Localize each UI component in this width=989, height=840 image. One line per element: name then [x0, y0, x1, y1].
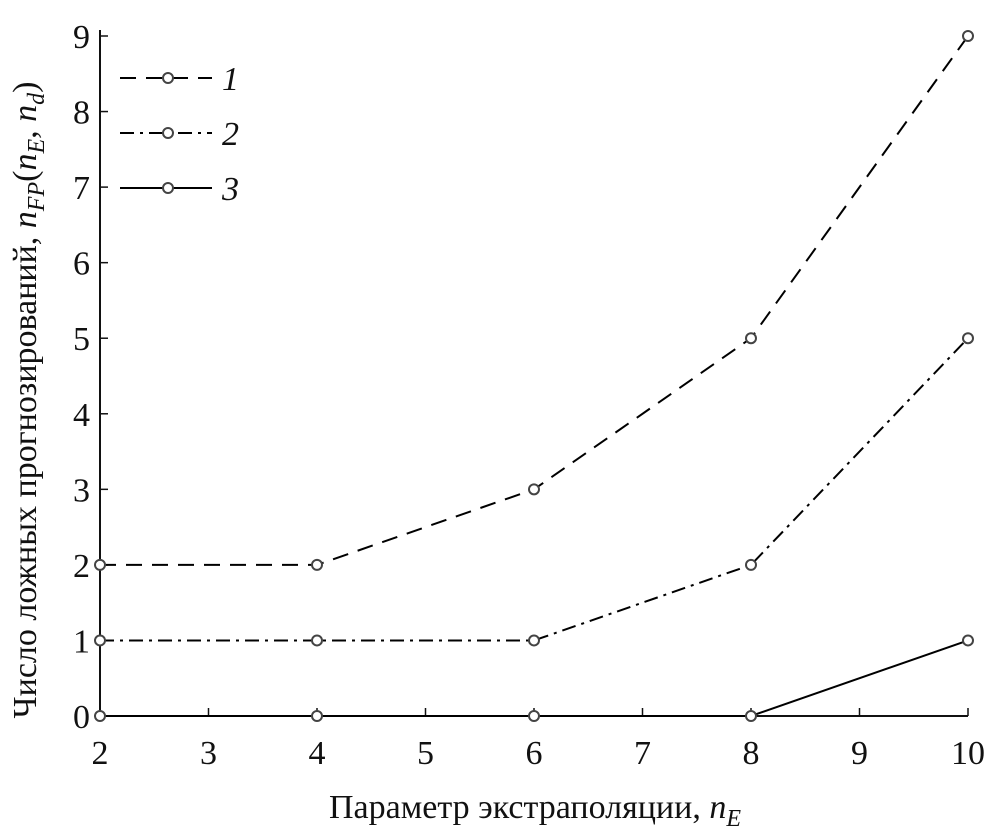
- x-label-text: Параметр экстраполяции,: [329, 789, 709, 826]
- y-axis-label: Число ложных прогнозирований, nFP(nE, nd…: [7, 82, 50, 719]
- point-marker: [528, 710, 540, 722]
- y-tick-label: 1: [73, 623, 90, 660]
- y-tick-label: 6: [73, 246, 90, 283]
- y-label-sub: FP: [24, 182, 50, 213]
- y-label-sub: d: [24, 92, 50, 105]
- point-marker: [745, 558, 757, 571]
- y-label-sep: ,: [7, 122, 44, 139]
- y-tick-label: 5: [73, 321, 90, 358]
- y-tick-label: 4: [73, 397, 90, 434]
- x-tick-label: 10: [951, 735, 985, 772]
- y-tick-label: 8: [73, 95, 90, 132]
- legend-label: 2: [222, 116, 239, 153]
- point-marker: [311, 634, 323, 647]
- point-marker: [94, 634, 106, 647]
- point-marker: [962, 332, 974, 345]
- x-axis-label: Параметр экстраполяции, nE: [329, 789, 741, 832]
- point-marker: [311, 558, 323, 571]
- point-marker: [311, 710, 323, 722]
- y-label-sub: E: [24, 139, 50, 155]
- legend-label: 1: [222, 61, 239, 98]
- y-label-var: n: [7, 105, 44, 122]
- legend-marker: [162, 127, 174, 139]
- y-label-paren: ): [7, 82, 44, 93]
- x-label-sub: E: [725, 806, 741, 832]
- y-label-text: Число ложных прогнозирований,: [7, 228, 44, 718]
- point-marker: [745, 710, 757, 722]
- point-marker: [94, 558, 106, 571]
- x-tick-label: 6: [526, 735, 543, 772]
- point-marker: [528, 483, 540, 496]
- y-tick-label: 9: [73, 19, 90, 56]
- series-line: [100, 639, 969, 717]
- y-tick-label: 7: [73, 170, 90, 207]
- y-label-var: n: [7, 211, 44, 228]
- y-tick-label: 2: [73, 548, 90, 585]
- x-tick-label: 8: [743, 735, 760, 772]
- point-marker: [745, 332, 757, 345]
- y-label-var: n: [7, 154, 44, 171]
- point-marker: [528, 634, 540, 647]
- legend-label: 3: [221, 171, 239, 208]
- legend-marker: [162, 182, 174, 194]
- x-tick-label: 5: [417, 735, 434, 772]
- point-marker: [94, 710, 106, 722]
- point-marker: [962, 30, 974, 42]
- x-tick-label: 3: [200, 735, 217, 772]
- x-tick-label: 2: [92, 735, 109, 772]
- point-marker: [962, 634, 974, 647]
- y-tick-label: 3: [73, 472, 90, 509]
- x-tick-label: 7: [634, 735, 651, 772]
- x-tick-label: 9: [851, 735, 868, 772]
- y-tick-label: 0: [73, 699, 90, 736]
- x-tick-label: 4: [309, 735, 326, 772]
- legend-marker: [162, 72, 174, 84]
- y-label-paren: (: [7, 171, 44, 182]
- x-label-var: n: [709, 789, 726, 826]
